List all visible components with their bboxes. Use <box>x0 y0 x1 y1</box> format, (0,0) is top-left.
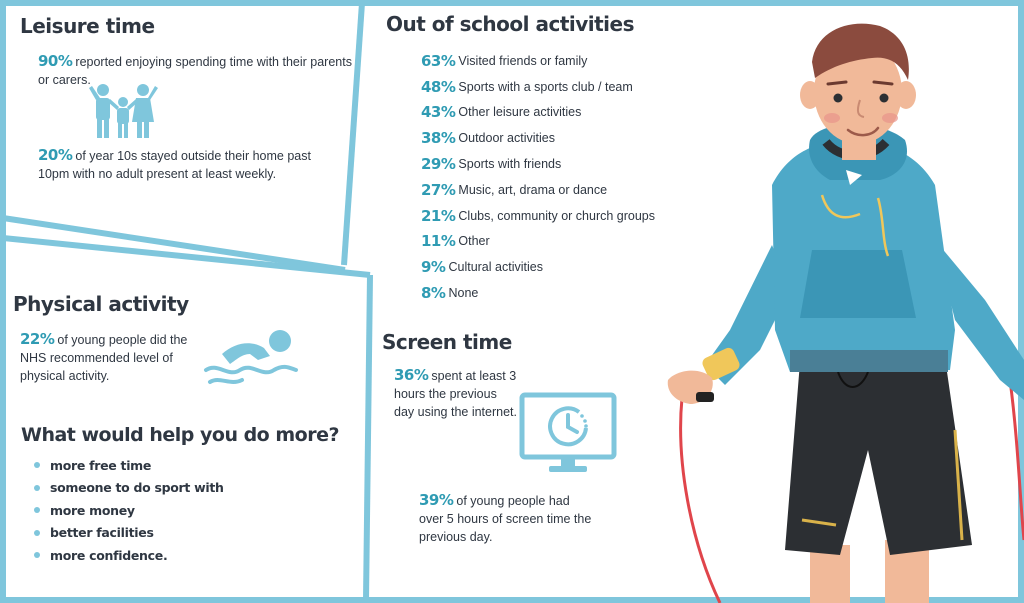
list-item: more free time <box>34 454 224 477</box>
monitor-clock-icon <box>519 392 617 472</box>
bullet-icon <box>34 507 40 514</box>
activity-item: 38% Outdoor activities <box>421 129 555 148</box>
stat-text: of young people did the NHS recommended … <box>20 333 188 383</box>
bullet-icon <box>34 552 40 559</box>
activity-item: 11% Other <box>421 232 490 251</box>
leisure-stat-outside: 20% of year 10s stayed outside their home… <box>38 146 318 183</box>
activities-list: 63% Visited friends or family 48% Sports w… <box>421 48 655 306</box>
help-heading: What would help you do more? <box>21 424 339 446</box>
leisure-heading: Leisure time <box>20 14 155 38</box>
bullet-icon <box>34 484 40 491</box>
screen-time-stat-internet: 36% spent at least 3 hours the previous d… <box>394 366 519 421</box>
stat-value: 90% <box>38 52 73 70</box>
stat-text: of year 10s stayed outside their home pa… <box>38 149 311 181</box>
stat-text: reported enjoying spending time with the… <box>38 55 352 87</box>
stat-text: spent at least 3 hours the previous day … <box>394 369 517 419</box>
activity-item: 48% Sports with a sports club / team <box>421 77 633 96</box>
list-item: more money <box>34 499 224 522</box>
activity-item: 63% Visited friends or family <box>421 51 588 70</box>
physical-activity-stat: 22% of young people did the NHS recommend… <box>20 330 190 385</box>
list-item: someone to do sport with <box>34 477 224 500</box>
stat-text: of young people had over 5 hours of scre… <box>419 494 592 544</box>
stat-value: 36% <box>394 366 429 384</box>
activity-item: 27% Music, art, drama or dance <box>421 180 608 199</box>
boy-with-skipping-rope-illustration <box>667 23 1024 603</box>
leisure-stat-parents: 90% reported enjoying spending time with … <box>38 52 353 89</box>
stat-value: 20% <box>38 146 73 164</box>
screen-time-heading: Screen time <box>382 330 512 354</box>
screen-time-stat-five-hours: 39% of young people had over 5 hours of s… <box>419 491 594 546</box>
activity-item: 29% Sports with friends <box>421 155 562 174</box>
swimmer-icon <box>204 330 298 384</box>
list-item: more confidence. <box>34 544 224 567</box>
help-list: more free time someone to do sport with … <box>34 454 224 567</box>
bullet-icon <box>34 462 40 469</box>
stat-value: 39% <box>419 491 454 509</box>
family-icon <box>89 84 158 138</box>
list-item: better facilities <box>34 522 224 545</box>
out-of-school-heading: Out of school activities <box>386 12 635 36</box>
activity-item: 43% Other leisure activities <box>421 103 582 122</box>
bullet-icon <box>34 529 40 536</box>
physical-activity-heading: Physical activity <box>13 292 189 316</box>
activity-item: 8% None <box>421 284 479 303</box>
stat-value: 22% <box>20 330 55 348</box>
activity-item: 9% Cultural activities <box>421 258 543 277</box>
activity-item: 21% Clubs, community or church groups <box>421 206 656 225</box>
